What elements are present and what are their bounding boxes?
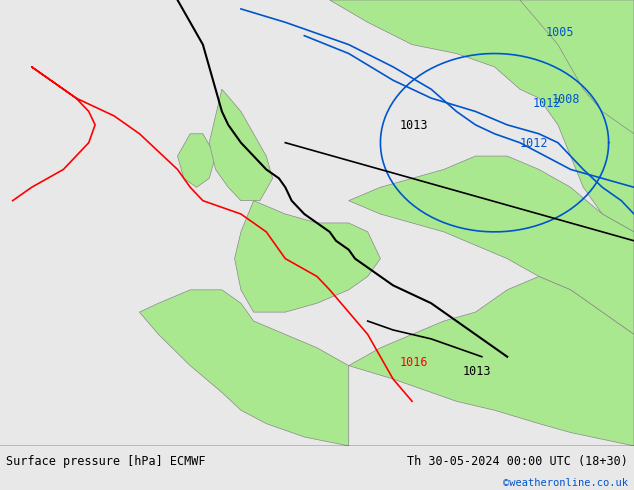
Polygon shape [330,0,634,232]
Polygon shape [349,156,634,334]
Text: 1012: 1012 [533,97,561,110]
Text: 1008: 1008 [552,93,580,105]
Polygon shape [178,134,216,187]
Text: 1013: 1013 [463,365,491,378]
Polygon shape [235,201,380,312]
Text: 1005: 1005 [545,25,574,39]
Text: 1012: 1012 [520,137,548,150]
Polygon shape [520,0,634,134]
Text: ©weatheronline.co.uk: ©weatheronline.co.uk [503,478,628,489]
Text: Surface pressure [hPa] ECMWF: Surface pressure [hPa] ECMWF [6,455,206,468]
Text: Th 30-05-2024 00:00 UTC (18+30): Th 30-05-2024 00:00 UTC (18+30) [407,455,628,468]
Polygon shape [349,276,634,446]
Text: 1016: 1016 [399,356,428,368]
Polygon shape [209,89,273,201]
Polygon shape [139,290,349,446]
Text: 1013: 1013 [399,119,428,132]
